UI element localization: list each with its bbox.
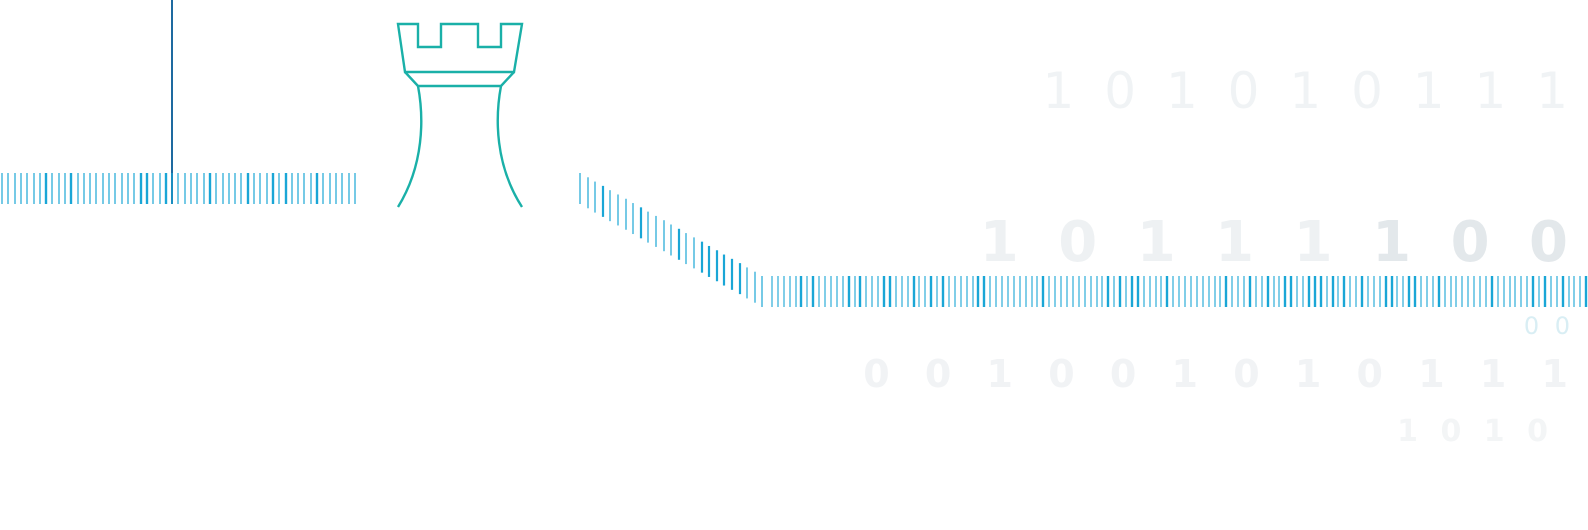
binary-row-2-strong: 1 0 0: [1372, 210, 1568, 275]
binary-row-3: 0 0: [1523, 312, 1570, 340]
rook-icon: [396, 22, 524, 208]
binary-row-1: 1 0 1 0 1 0 1 1 1: [1042, 62, 1568, 120]
barcode-strip: [1, 173, 1588, 307]
binary-row-5: 1 0 1 0: [1397, 414, 1548, 449]
binary-row-2: 1 0 1 1 1 1 0 0: [980, 210, 1568, 275]
binary-row-4: 0 0 1 0 0 1 0 1 0 1 1 1: [863, 352, 1568, 396]
binary-row-2-light: 1 0 1 1 1: [979, 210, 1373, 275]
